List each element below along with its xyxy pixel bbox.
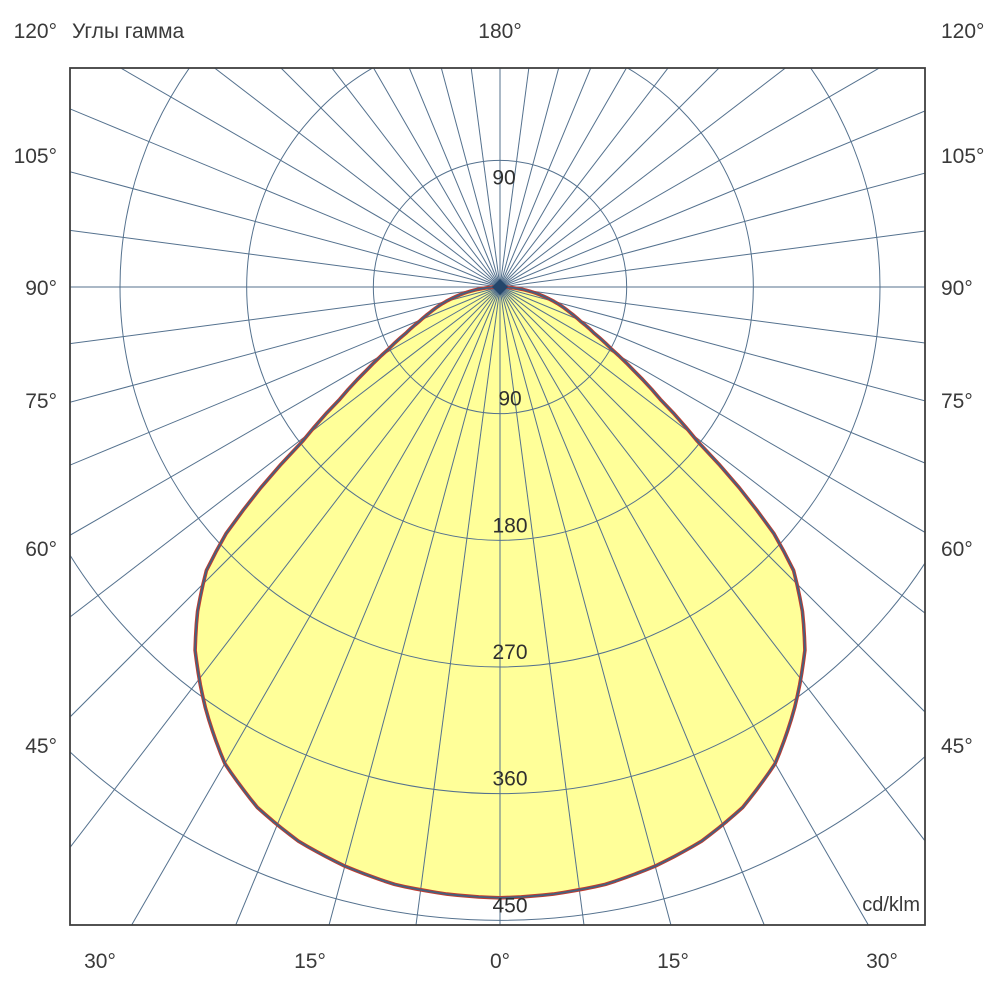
radial-tick-label: 450 [492, 894, 527, 917]
gamma-grid-ray [70, 229, 501, 288]
gamma-label-top-180: 180° [478, 20, 521, 43]
gamma-grid-ray [213, 68, 501, 288]
gamma-grid-ray [499, 68, 881, 288]
gamma-grid-ray [499, 68, 787, 288]
gamma-grid-ray [470, 68, 501, 288]
gamma-grid-ray [328, 286, 501, 925]
gamma-grid-ray [499, 172, 925, 288]
gamma-grid-ray [119, 68, 501, 288]
gamma-grid-ray [70, 286, 501, 849]
radial-tick-label: 180 [492, 514, 527, 537]
gamma-grid-ray [499, 286, 672, 925]
gamma-grid-ray [499, 286, 925, 464]
gamma-grid-ray [372, 68, 501, 288]
gamma-label-right: 60° [941, 538, 973, 561]
radial-tick-label-layer: 90 180 270 360 450 90 [492, 166, 527, 917]
chart-title: Углы гамма [72, 20, 185, 43]
gamma-label-right: 105° [941, 145, 984, 168]
gamma-label-bottom: 30° [866, 950, 898, 973]
gamma-grid-ray [131, 286, 501, 925]
radial-tick-label: 90 [498, 388, 521, 411]
gamma-label-bottom: 15° [657, 950, 689, 973]
gamma-grid-ray [499, 286, 925, 344]
gamma-label-left: 45° [25, 735, 57, 758]
radial-tick-label: 270 [492, 641, 527, 664]
gamma-label-left: 90° [25, 277, 57, 300]
gamma-angle-label-layer: 120° 105° 90° 75° 60° 45° 120° 105° 90° 75° 60° 45°… [14, 20, 985, 973]
gamma-label-left: 60° [25, 538, 57, 561]
radial-tick-label-top: 90 [492, 166, 515, 189]
gamma-grid-ray [70, 171, 501, 288]
gamma-grid-ray [415, 286, 501, 925]
intensity-grid-circle [119, 68, 881, 668]
radial-tick-label: 360 [492, 768, 527, 791]
gamma-label-bottom: 0° [490, 950, 510, 973]
gamma-grid-ray [70, 108, 501, 288]
gamma-grid-ray [499, 286, 925, 614]
gamma-grid-ray [499, 286, 869, 925]
gamma-label-right: 75° [941, 390, 973, 413]
gamma-grid-ray [499, 68, 592, 288]
gamma-grid-ray [499, 110, 925, 288]
curve-outline-layer [193, 279, 807, 900]
gamma-grid-ray [499, 230, 925, 288]
gamma-label-bottom: 30° [84, 950, 116, 973]
gamma-grid-ray [499, 68, 628, 288]
gamma-grid-ray [499, 286, 925, 713]
gamma-grid-ray [499, 286, 765, 925]
pole-marker [492, 279, 508, 295]
gamma-grid-ray [235, 286, 501, 925]
gamma-grid-ray [499, 286, 925, 533]
gamma-grid-ray [70, 286, 501, 618]
unit-label: cd/klm [862, 894, 920, 916]
gamma-grid-ray [70, 286, 501, 345]
gamma-label-left: 105° [14, 145, 57, 168]
gamma-grid-ray [331, 68, 501, 288]
gamma-label-left: 120° [14, 20, 57, 43]
gamma-grid-ray [499, 286, 925, 842]
gamma-grid-ray [499, 68, 669, 288]
gamma-grid-ray [280, 68, 501, 288]
intensity-grid-circle [70, 751, 925, 921]
intensity-grid-circle [246, 68, 754, 541]
gamma-label-right: 90° [941, 277, 973, 300]
gamma-grid-ray [499, 286, 925, 402]
gamma-label-bottom: 15° [294, 950, 326, 973]
gamma-grid-ray [70, 286, 501, 718]
intensity-grid-circle [70, 553, 925, 795]
gamma-grid-ray [499, 68, 720, 288]
gamma-grid-ray [408, 68, 501, 288]
gamma-grid-ray [499, 286, 585, 925]
gamma-grid-ray [499, 68, 560, 288]
gamma-grid-ray [499, 68, 530, 288]
gamma-grid-ray [70, 286, 501, 403]
gamma-grid-ray [70, 286, 501, 466]
plot-frame [69, 67, 926, 926]
intensity-curve-outline-blue [194, 286, 806, 899]
gamma-grid-ray [70, 286, 501, 536]
intensity-grid-circle [372, 159, 628, 415]
gamma-label-right: 120° [941, 20, 984, 43]
gamma-label-right: 45° [941, 735, 973, 758]
gamma-label-left: 75° [25, 390, 57, 413]
gamma-grid-ray [440, 68, 501, 288]
